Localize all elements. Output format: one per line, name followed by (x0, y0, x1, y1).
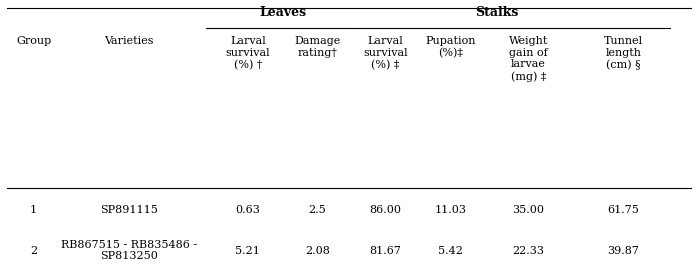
Text: 11.03: 11.03 (434, 205, 466, 215)
Text: 81.67: 81.67 (369, 245, 401, 256)
Text: Stalks: Stalks (475, 6, 519, 19)
Text: 61.75: 61.75 (607, 205, 639, 215)
Text: 35.00: 35.00 (512, 205, 544, 215)
Text: Tunnel
length
(cm) §: Tunnel length (cm) § (604, 36, 643, 70)
Text: 5.42: 5.42 (438, 245, 463, 256)
Text: Larval
survival
(%) †: Larval survival (%) † (225, 36, 270, 70)
Text: Larval
survival
(%) ‡: Larval survival (%) ‡ (363, 36, 408, 70)
Text: SP891115: SP891115 (101, 205, 158, 215)
Text: 0.63: 0.63 (235, 205, 260, 215)
Text: 22.33: 22.33 (512, 245, 544, 256)
Text: Group: Group (16, 36, 51, 46)
Text: 86.00: 86.00 (369, 205, 401, 215)
Text: Damage
rating†: Damage rating† (295, 36, 341, 58)
Text: 39.87: 39.87 (607, 245, 639, 256)
Text: 1: 1 (30, 205, 37, 215)
Text: 2.5: 2.5 (309, 205, 327, 215)
Text: Pupation
(%)‡: Pupation (%)‡ (425, 36, 475, 58)
Text: 2.08: 2.08 (305, 245, 330, 256)
Text: 2: 2 (30, 245, 37, 256)
Text: Weight
gain of
larvae
(mg) ‡: Weight gain of larvae (mg) ‡ (509, 36, 548, 82)
Text: RB867515 - RB835486 -
SP813250: RB867515 - RB835486 - SP813250 (61, 240, 198, 261)
Text: Leaves: Leaves (259, 6, 306, 19)
Text: 5.21: 5.21 (235, 245, 260, 256)
Text: Varieties: Varieties (105, 36, 154, 46)
